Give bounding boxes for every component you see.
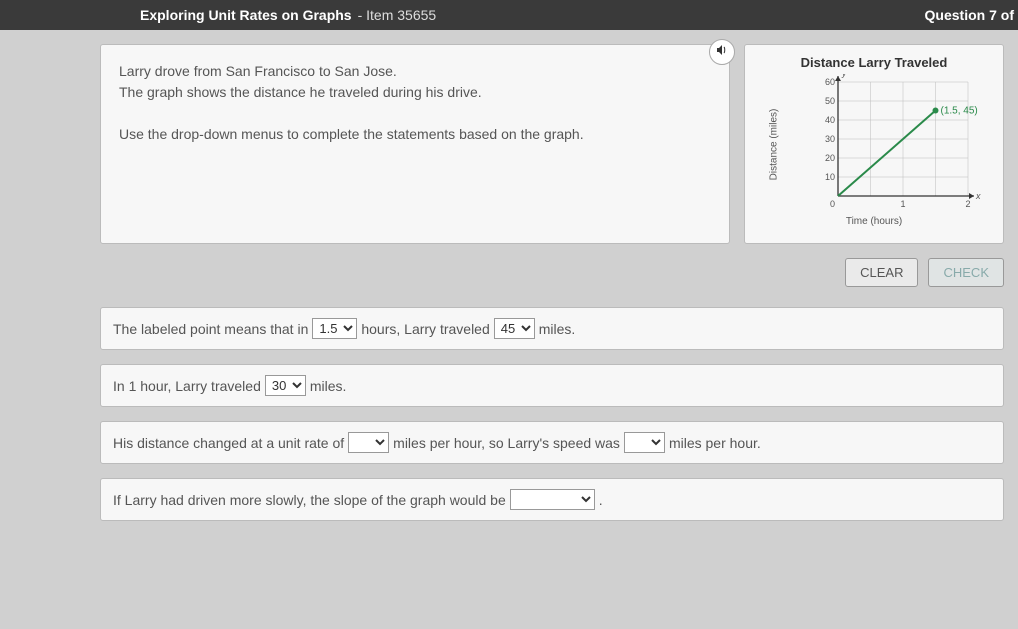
s1-text-c: miles.	[539, 321, 576, 337]
question-counter: Question 7 of	[925, 7, 1018, 23]
s4-text-a: If Larry had driven more slowly, the slo…	[113, 492, 506, 508]
svg-text:10: 10	[825, 172, 835, 182]
s1-text-a: The labeled point means that in	[113, 321, 308, 337]
dropdown-unit-rate[interactable]: 15304560	[348, 432, 389, 453]
dropdown-1hour-miles[interactable]: 15304560	[265, 375, 306, 396]
dropdown-slope[interactable]: steeperless steepthe same	[510, 489, 595, 510]
svg-text:30: 30	[825, 134, 835, 144]
x-axis-label: Time (hours)	[846, 216, 902, 227]
svg-text:60: 60	[825, 77, 835, 87]
svg-text:y: y	[841, 74, 847, 78]
header-bar: Exploring Unit Rates on Graphs - Item 35…	[0, 0, 1018, 30]
svg-text:20: 20	[825, 153, 835, 163]
s1-text-b: hours, Larry traveled	[361, 321, 489, 337]
lesson-title: Exploring Unit Rates on Graphs	[140, 7, 352, 23]
svg-text:2: 2	[965, 199, 970, 209]
audio-button[interactable]	[709, 39, 735, 65]
s2-text-b: miles.	[310, 378, 347, 394]
s3-text-a: His distance changed at a unit rate of	[113, 435, 344, 451]
prompt-line-3: Use the drop-down menus to complete the …	[119, 124, 711, 145]
svg-text:x: x	[975, 191, 981, 201]
statement-3: His distance changed at a unit rate of 1…	[100, 421, 1004, 464]
svg-text:50: 50	[825, 96, 835, 106]
prompt-panel: Larry drove from San Francisco to San Jo…	[100, 44, 730, 244]
prompt-line-1: Larry drove from San Francisco to San Jo…	[119, 61, 711, 82]
s2-text-a: In 1 hour, Larry traveled	[113, 378, 261, 394]
prompt-line-2: The graph shows the distance he traveled…	[119, 82, 711, 103]
svg-text:(1.5, 45): (1.5, 45)	[940, 106, 977, 117]
chart-svg: 102030405060120xy(1.5, 45)	[810, 74, 1010, 214]
dropdown-speed[interactable]: 15304560	[624, 432, 665, 453]
svg-text:0: 0	[830, 199, 835, 209]
s4-text-b: .	[599, 492, 603, 508]
clear-button[interactable]: CLEAR	[845, 258, 918, 287]
dropdown-hours[interactable]: 0.511.52	[312, 318, 357, 339]
graph-panel: Distance Larry Traveled Distance (miles)…	[744, 44, 1004, 244]
y-axis-label: Distance (miles)	[769, 108, 780, 180]
statement-4: If Larry had driven more slowly, the slo…	[100, 478, 1004, 521]
item-number: - Item 35655	[358, 7, 437, 23]
s3-text-c: miles per hour.	[669, 435, 761, 451]
speaker-icon	[716, 43, 728, 61]
statement-2: In 1 hour, Larry traveled 15304560 miles…	[100, 364, 1004, 407]
check-button[interactable]: CHECK	[928, 258, 1004, 287]
svg-text:40: 40	[825, 115, 835, 125]
s3-text-b: miles per hour, so Larry's speed was	[393, 435, 620, 451]
graph-title: Distance Larry Traveled	[801, 55, 948, 70]
dropdown-miles[interactable]: 15304560	[494, 318, 535, 339]
statement-1: The labeled point means that in 0.511.52…	[100, 307, 1004, 350]
svg-text:1: 1	[900, 199, 905, 209]
